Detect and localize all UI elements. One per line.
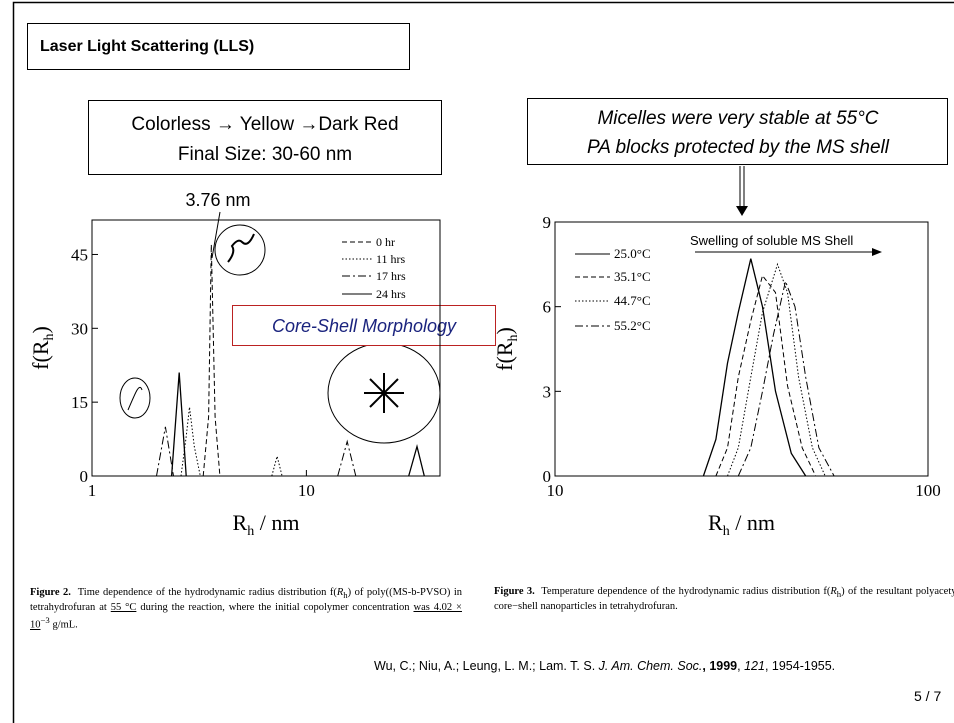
y-tick-label: 15 (71, 393, 88, 412)
note-text: Micelles were very stable at 55°C (597, 108, 878, 129)
legend-label: 55.2°C (614, 318, 651, 333)
legend-label: 44.7°C (614, 293, 651, 308)
annotation: 3.76 nm (185, 190, 250, 210)
y-tick-label: 45 (71, 245, 88, 264)
cartoon (215, 225, 265, 275)
y-axis-label-part: f(R (492, 341, 517, 371)
arrow-head (736, 206, 748, 216)
x-axis-label: Rh / nm (708, 510, 775, 539)
caption: Figure 3. Temperature dependence of the … (494, 586, 954, 613)
x-tick-label: 1 (88, 481, 97, 500)
y-axis-label: f(Rh) (492, 327, 521, 371)
cartoon (364, 373, 404, 413)
x-axis-label-part: h (247, 524, 254, 539)
caption-text: Temperature dependence of the hydrodynam… (541, 586, 830, 597)
note-text: Final Size: 30-60 nm (178, 144, 352, 165)
x-tick-label: 10 (298, 481, 315, 500)
x-axis-label-part: / nm (730, 510, 775, 535)
legend-label: 0 hr (376, 235, 395, 249)
y-axis-label-part: ) (492, 327, 517, 334)
citation-text: , 1999 (702, 659, 737, 673)
legend-label: 17 hrs (376, 269, 406, 283)
y-axis-label: f(Rh) (28, 326, 57, 370)
cartoon (120, 378, 150, 418)
caption: Figure 2. Time dependence of the hydrody… (30, 587, 462, 632)
x-axis-label-part: / nm (254, 510, 299, 535)
x-axis-label-part: R (708, 510, 723, 535)
y-tick-label: 3 (543, 382, 552, 401)
legend-label: 24 hrs (376, 287, 406, 301)
plot-frame (555, 222, 928, 476)
citation-text: 121 (744, 659, 765, 673)
y-tick-label: 9 (543, 213, 552, 232)
slide: Laser Light Scattering (LLS) Colorless →… (0, 0, 954, 723)
data-line (181, 407, 282, 476)
arrow-head (872, 248, 882, 256)
citation: Wu, C.; Niu, A.; Leung, L. M.; Lam. T. S… (374, 659, 835, 673)
x-axis-label: Rh / nm (233, 510, 300, 539)
caption-text: Time dependence of the hydrodynamic radi… (78, 587, 337, 598)
note-text: Colorless → Yellow →Dark Red (131, 114, 398, 135)
y-axis-label-part: ) (28, 326, 53, 333)
x-tick-label: 10 (547, 481, 564, 500)
y-tick-label: 6 (543, 298, 552, 317)
citation-text: Wu, C.; Niu, A.; Leung, L. M.; Lam. T. S… (374, 659, 599, 673)
caption-text: −3 (41, 615, 50, 625)
caption-text: g/mL. (50, 620, 78, 631)
x-tick-label: 100 (915, 481, 941, 500)
slide-title: Laser Light Scattering (LLS) (40, 38, 254, 55)
y-tick-label: 0 (80, 467, 89, 486)
legend-label: 11 hrs (376, 252, 406, 266)
legend-label: 35.1°C (614, 269, 651, 284)
citation-text: , 1954-1955. (765, 659, 835, 673)
x-axis-label-part: R (233, 510, 248, 535)
legend-label: 25.0°C (614, 246, 651, 261)
caption-text: 55 °C (111, 602, 137, 613)
citation-text: J. Am. Chem. Soc. (599, 659, 703, 673)
annotation: Core-Shell Morphology (272, 316, 457, 336)
x-axis-label-part: h (723, 524, 730, 539)
page-number: 5 / 7 (914, 688, 941, 704)
caption-text: during the reaction, where the initial c… (136, 602, 413, 613)
note-text: PA blocks protected by the MS shell (587, 137, 890, 158)
y-axis-label-part: f(R (28, 340, 53, 370)
y-axis-label-part: h (42, 334, 57, 341)
caption-label: Figure 3. (494, 586, 535, 597)
y-tick-label: 30 (71, 319, 88, 338)
annotation: Swelling of soluble MS Shell (690, 233, 853, 248)
y-axis-label-part: h (506, 335, 521, 342)
data-line (716, 276, 816, 476)
caption-label: Figure 2. (30, 587, 71, 598)
data-line (203, 245, 220, 476)
data-line (703, 259, 805, 476)
